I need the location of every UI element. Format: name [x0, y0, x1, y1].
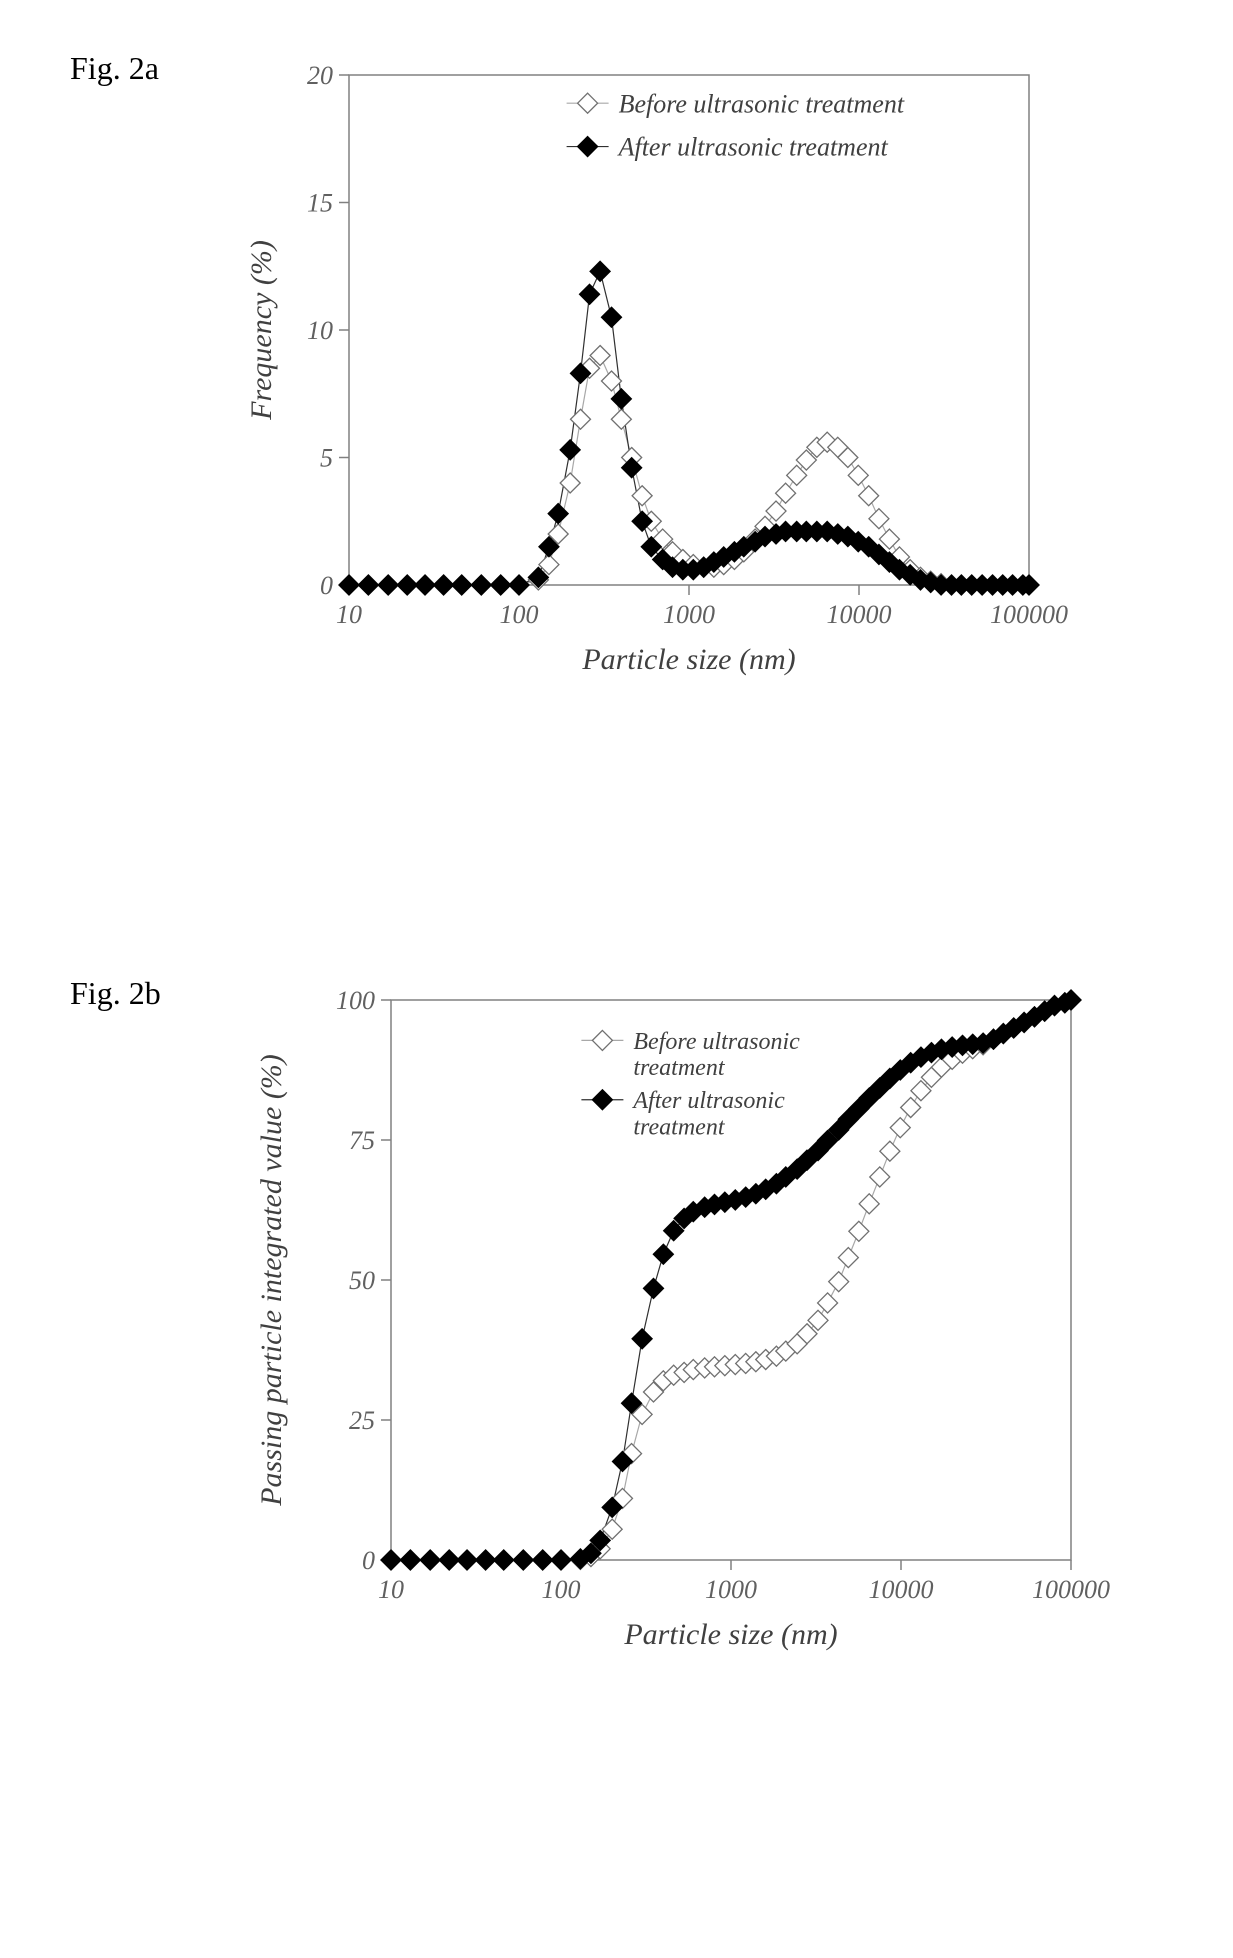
- svg-text:1000: 1000: [705, 1575, 757, 1604]
- svg-text:0: 0: [362, 1546, 375, 1575]
- svg-text:10: 10: [307, 316, 333, 345]
- svg-text:After ultrasonic: After ultrasonic: [631, 1088, 785, 1114]
- svg-text:5: 5: [320, 444, 333, 473]
- figure-2a-chart: 10 100 1000 10000 100000 0 5 10 15 20 Particle siz…: [239, 55, 1139, 725]
- svg-text:Passing particle integrated va: Passing particle integrated value (%): [255, 1054, 288, 1507]
- svg-text:20: 20: [307, 61, 333, 90]
- svg-text:100000: 100000: [990, 600, 1068, 629]
- svg-text:10000: 10000: [826, 600, 891, 629]
- svg-text:1000: 1000: [663, 600, 715, 629]
- svg-text:Particle size (nm): Particle size (nm): [623, 1618, 837, 1651]
- figure-2b-label: Fig. 2b: [70, 975, 161, 1012]
- svg-text:Before ultrasonic treatment: Before ultrasonic treatment: [618, 89, 904, 118]
- svg-text:treatment: treatment: [633, 1114, 725, 1140]
- svg-text:100: 100: [336, 986, 375, 1015]
- svg-text:Particle size (nm): Particle size (nm): [581, 643, 795, 676]
- svg-text:100: 100: [541, 1575, 580, 1604]
- svg-text:50: 50: [349, 1266, 375, 1295]
- figure-2b-group: Fig. 2b 101001000100001000000255075100Pa…: [70, 980, 1141, 1700]
- svg-text:After ultrasonic treatment: After ultrasonic treatment: [616, 133, 888, 162]
- svg-text:10: 10: [378, 1575, 404, 1604]
- svg-text:10000: 10000: [868, 1575, 933, 1604]
- svg-text:treatment: treatment: [633, 1055, 725, 1081]
- figure-2a-label: Fig. 2a: [70, 50, 159, 87]
- svg-text:100000: 100000: [1032, 1575, 1110, 1604]
- svg-text:25: 25: [349, 1406, 375, 1435]
- page: Fig. 2a 1010010001000010000005101520Part…: [0, 0, 1233, 1958]
- svg-text:0: 0: [320, 571, 333, 600]
- figure-2a-group: Fig. 2a 1010010001000010000005101520Part…: [70, 55, 1139, 725]
- figure-2b-chart: 10 100 1000 10000 100000 0 25 50 75 100 Particle s…: [241, 980, 1141, 1700]
- svg-text:Before ultrasonic: Before ultrasonic: [633, 1029, 800, 1055]
- svg-text:100: 100: [499, 600, 538, 629]
- svg-text:15: 15: [307, 189, 333, 218]
- svg-text:10: 10: [336, 600, 362, 629]
- svg-text:75: 75: [349, 1126, 375, 1155]
- svg-text:Frequency (%): Frequency (%): [245, 240, 278, 421]
